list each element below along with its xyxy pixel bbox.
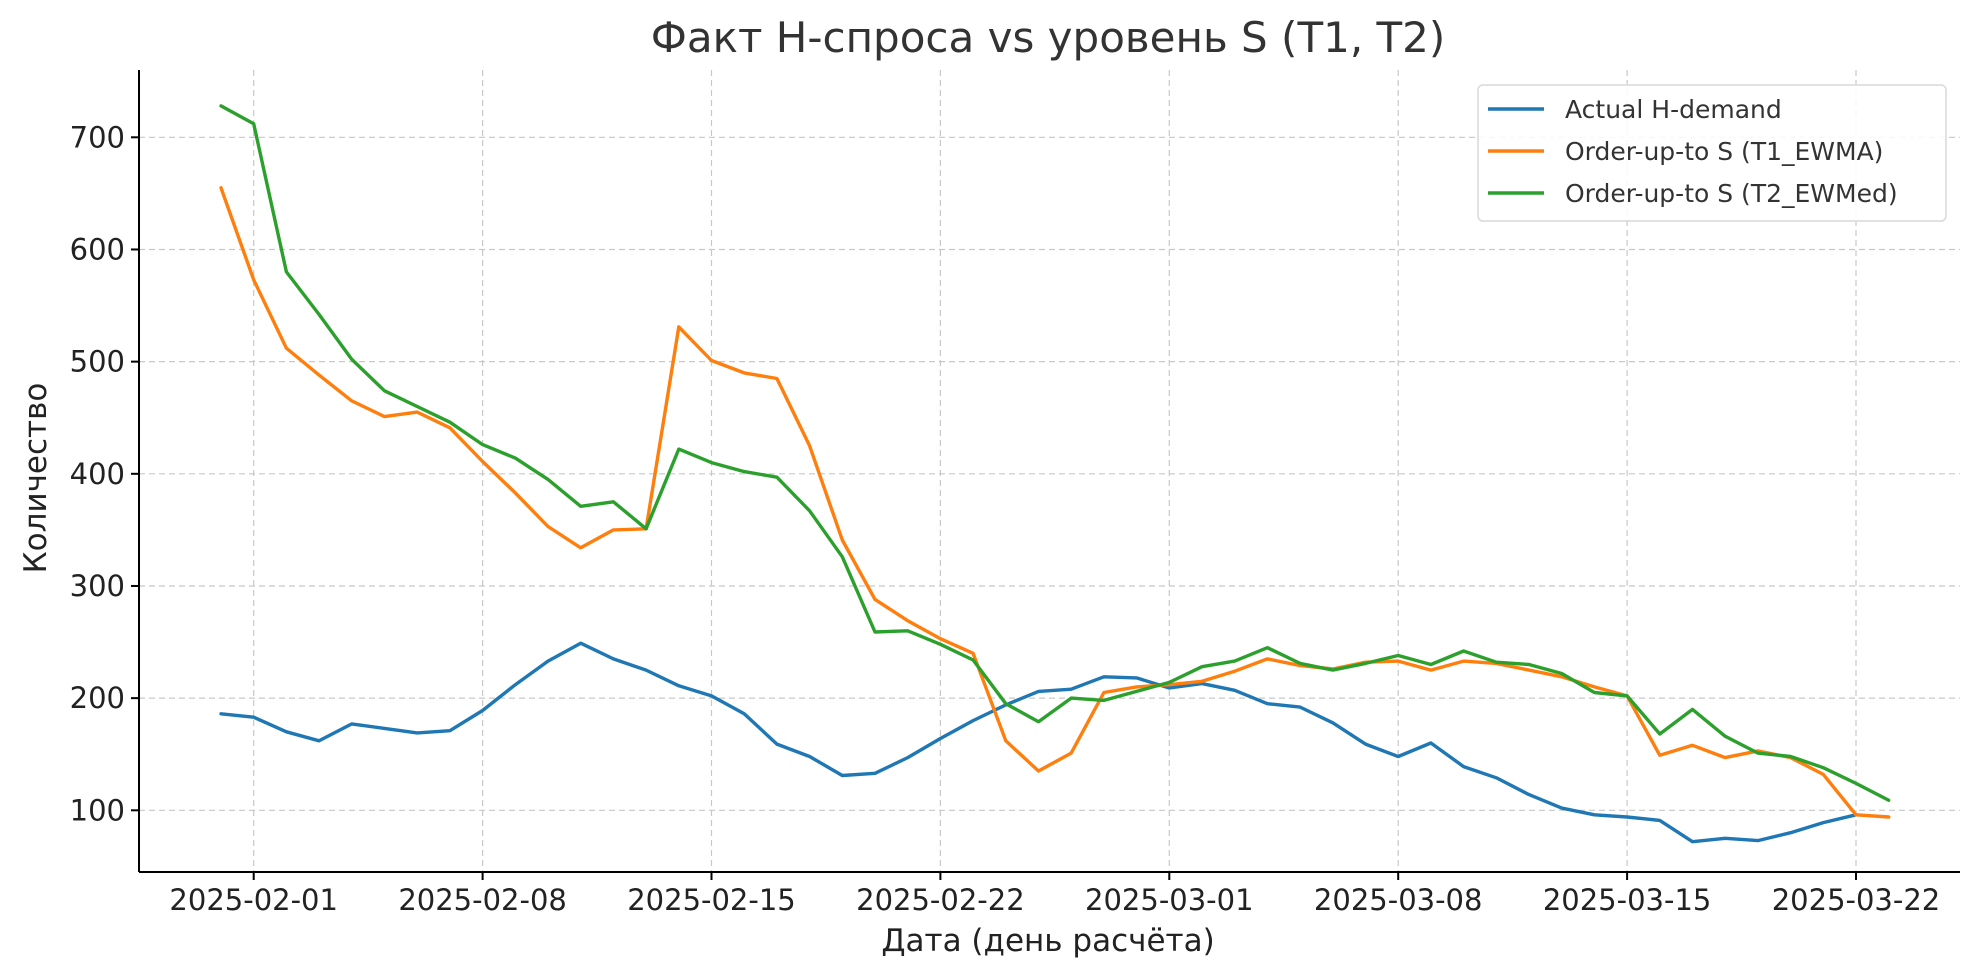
chart-title: Факт H-спроса vs уровень S (T1, T2) <box>651 13 1446 62</box>
x-tick-label: 2025-02-15 <box>627 883 796 917</box>
legend-label: Order-up-to S (T1_EWMA) <box>1565 137 1883 166</box>
x-tick-label: 2025-02-01 <box>169 883 338 917</box>
plot-series <box>219 104 1891 844</box>
x-tick-label: 2025-03-01 <box>1085 883 1254 917</box>
series-line-3 <box>219 104 1891 802</box>
y-tick-label: 100 <box>70 793 125 827</box>
legend-box <box>1477 84 1947 222</box>
y-tick-label: 200 <box>70 681 125 715</box>
y-tick-label: 700 <box>70 120 125 154</box>
x-tick-label: 2025-03-15 <box>1543 883 1712 917</box>
legend-label: Actual H-demand <box>1565 95 1782 124</box>
legend: Actual H-demand Order-up-to S (T1_EWMA) Or… <box>1477 84 1947 222</box>
y-axis-label: Количество <box>18 383 54 574</box>
grid <box>139 70 1960 872</box>
x-tick-label: 2025-02-08 <box>398 883 567 917</box>
y-tick-label: 400 <box>70 457 125 491</box>
series-line-1 <box>219 641 1858 844</box>
x-tick-label: 2025-03-08 <box>1314 883 1483 917</box>
x-tick-label: 2025-02-22 <box>856 883 1025 917</box>
axes: 2025-02-01 2025-02-08 2025-02-15 2025-02-22… <box>70 70 1960 917</box>
y-tick-label: 500 <box>70 345 125 379</box>
y-tick-label: 600 <box>70 232 125 266</box>
x-axis-label: Дата (день расчёта) <box>881 923 1214 959</box>
x-tick-label: 2025-03-22 <box>1772 883 1941 917</box>
legend-label: Order-up-to S (T2_EWMed) <box>1565 179 1898 208</box>
series-line-2 <box>219 186 1891 819</box>
y-tick-label: 300 <box>70 569 125 603</box>
